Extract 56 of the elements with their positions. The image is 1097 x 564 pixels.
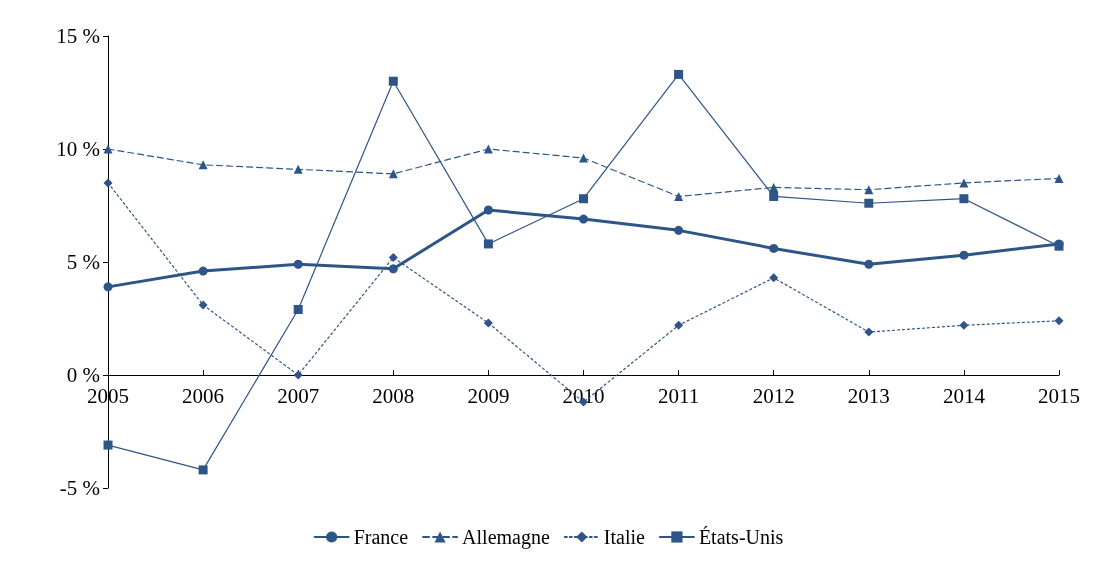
y-tick-label: -5 % — [59, 476, 100, 500]
point — [483, 144, 493, 154]
legend-label: Allemagne — [462, 526, 550, 549]
point — [198, 300, 208, 310]
point — [388, 252, 398, 262]
x-tick-label: 2013 — [847, 383, 890, 408]
y-tick-label: 5 % — [66, 250, 100, 274]
point — [674, 225, 684, 235]
x-tick-label: 2014 — [942, 383, 986, 408]
point — [864, 259, 874, 269]
point — [864, 198, 874, 208]
point — [103, 282, 113, 292]
x-tick-label: 2012 — [752, 383, 795, 408]
x-tick-label: 2006 — [182, 383, 225, 408]
point — [293, 259, 303, 269]
point — [769, 273, 779, 283]
point — [959, 320, 969, 330]
legend-label: Italie — [603, 526, 646, 548]
point — [579, 194, 588, 204]
x-tick-label: 2011 — [657, 383, 700, 408]
point — [483, 205, 493, 215]
point — [198, 465, 208, 475]
legend-label: France — [353, 526, 409, 548]
point — [674, 191, 684, 201]
point — [293, 304, 303, 314]
point — [1054, 173, 1064, 183]
point — [293, 370, 303, 380]
x-tick-label: 2008 — [372, 383, 415, 408]
point — [769, 182, 779, 192]
y-tick-label: 10 % — [56, 137, 100, 161]
point — [674, 320, 684, 330]
point — [103, 144, 113, 154]
point — [864, 327, 874, 337]
point — [293, 164, 303, 174]
point — [388, 76, 398, 86]
point — [959, 250, 969, 260]
point — [769, 191, 779, 201]
point — [959, 194, 969, 204]
point — [1054, 316, 1064, 326]
y-tick-label: 15 % — [56, 24, 100, 48]
point — [103, 440, 113, 450]
point — [198, 266, 208, 276]
x-tick-label: 2015 — [1038, 383, 1080, 408]
point — [388, 264, 398, 274]
point — [769, 243, 779, 253]
point — [483, 318, 493, 328]
legend-label: États-Unis — [698, 526, 784, 548]
point — [579, 214, 588, 224]
x-tick-label: 2009 — [467, 383, 510, 408]
point — [579, 153, 588, 163]
point — [483, 239, 493, 249]
x-tick-label: 2010 — [562, 383, 605, 408]
point — [674, 69, 684, 79]
y-tick-label: 0 % — [66, 363, 100, 387]
point — [103, 178, 113, 188]
x-tick-label: 2007 — [277, 383, 320, 408]
